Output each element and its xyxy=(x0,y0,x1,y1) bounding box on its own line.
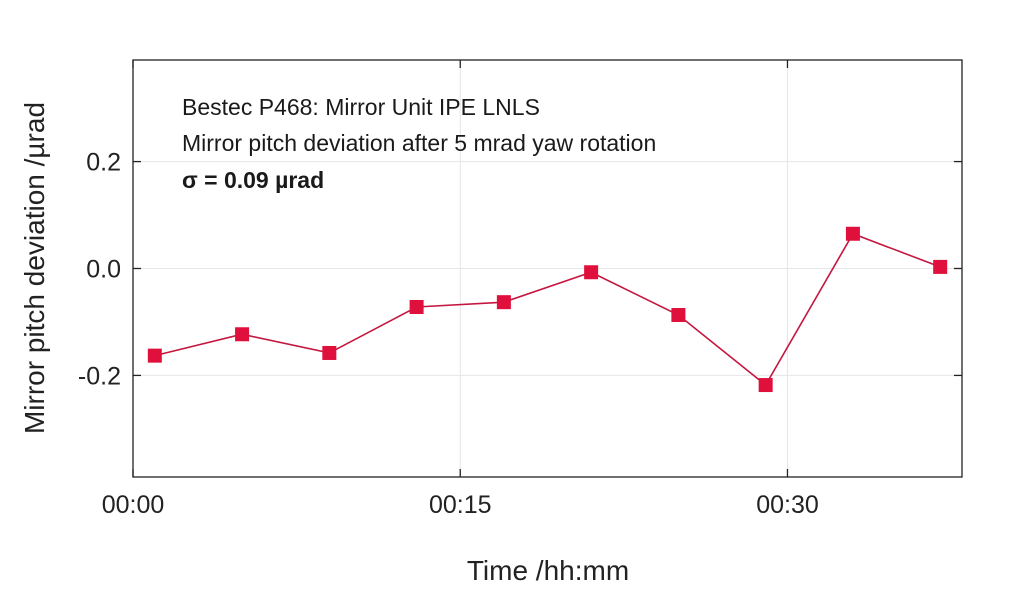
data-point-marker xyxy=(845,226,860,241)
data-point-marker xyxy=(933,259,948,274)
data-point-marker xyxy=(758,378,773,393)
annotation-sigma: σ = 0.09 µrad xyxy=(182,167,324,193)
data-point-marker xyxy=(322,345,337,360)
y-axis-title: Mirror pitch deviation /µrad xyxy=(19,102,50,434)
x-axis-title: Time /hh:mm xyxy=(467,555,629,586)
annotation-subtitle: Mirror pitch deviation after 5 mrad yaw … xyxy=(182,130,656,156)
y-tick-label: -0.2 xyxy=(78,362,121,390)
series-line xyxy=(154,232,941,387)
data-point-marker xyxy=(409,299,424,314)
y-tick-label: 0.2 xyxy=(86,149,121,177)
y-tick-label: 0.0 xyxy=(86,256,121,284)
data-point-marker xyxy=(235,327,250,342)
data-point-marker xyxy=(584,265,599,280)
x-tick-label: 00:15 xyxy=(429,491,492,519)
data-point-marker xyxy=(147,348,162,363)
grid xyxy=(133,60,962,477)
annotation-title: Bestec P468: Mirror Unit IPE LNLS xyxy=(182,94,540,120)
data-point-marker xyxy=(671,308,686,323)
data-point-marker xyxy=(496,295,511,310)
series xyxy=(147,226,948,393)
axis-ticks: 0.2 0.0 -0.2 00:00 00:15 00:30 xyxy=(78,60,962,519)
x-tick-label: 00:00 xyxy=(102,491,165,519)
x-tick-label: 00:30 xyxy=(756,491,819,519)
